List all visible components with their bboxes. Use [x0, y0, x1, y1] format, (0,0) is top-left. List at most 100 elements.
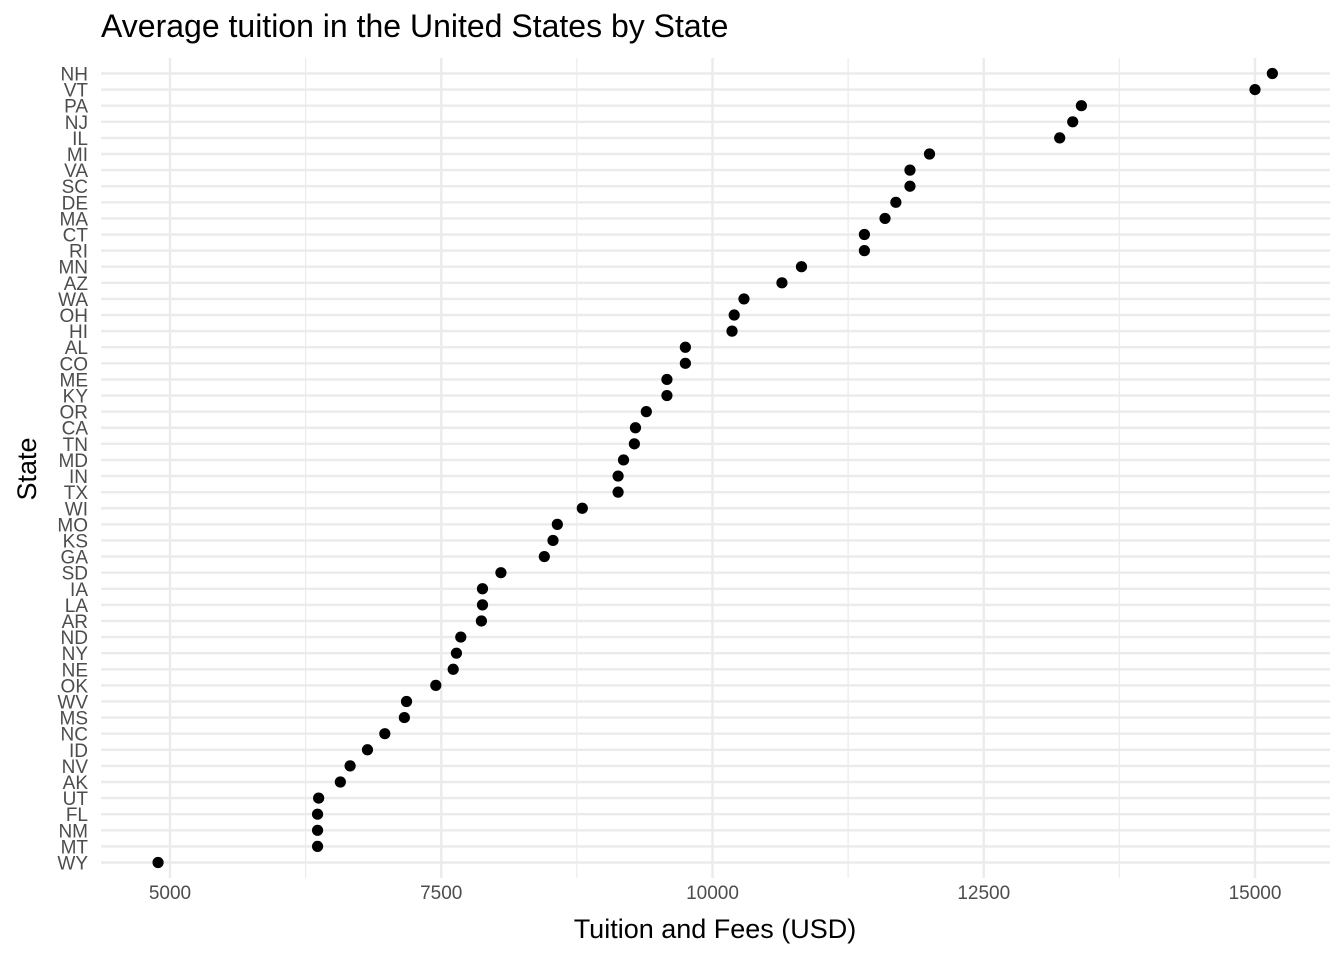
data-point-wv	[400, 695, 413, 708]
y-tick-label: AR	[62, 612, 88, 633]
y-tick-label: NE	[62, 660, 88, 681]
data-point-il	[1054, 132, 1066, 144]
y-tick-label: ME	[60, 370, 89, 391]
y-tick-label: SD	[62, 564, 88, 585]
y-tick-label: PA	[64, 97, 88, 118]
data-point-ct	[858, 228, 871, 241]
y-tick-label: NM	[58, 821, 88, 842]
data-point-mo	[551, 518, 563, 530]
y-tick-label: NC	[61, 725, 88, 746]
data-point-ma	[879, 212, 891, 225]
y-tick-label: TN	[63, 435, 88, 456]
data-point-ca	[629, 422, 642, 434]
y-tick-label: WA	[58, 290, 88, 311]
data-point-ms	[398, 711, 410, 724]
y-tick-label: MO	[57, 515, 88, 536]
y-tick-label: LA	[65, 596, 89, 617]
y-tick-label: OK	[61, 676, 89, 697]
data-point-nm	[311, 824, 324, 836]
x-tick-label: 5000	[149, 883, 191, 904]
y-tick-label: DE	[62, 193, 88, 214]
y-axis-title: State	[12, 437, 42, 500]
y-tick-label: CO	[60, 354, 89, 375]
y-tick-label: AZ	[64, 274, 89, 295]
data-point-nc	[379, 728, 391, 740]
data-point-wy	[152, 856, 164, 869]
y-tick-label: MN	[58, 258, 88, 279]
y-tick-label: WI	[65, 499, 88, 520]
data-point-nv	[344, 760, 356, 772]
data-point-in	[612, 470, 624, 482]
data-point-la	[476, 599, 489, 611]
data-point-ok	[430, 679, 442, 691]
y-tick-label: IN	[69, 467, 88, 488]
y-tick-label: UT	[63, 789, 89, 810]
data-point-mt	[311, 840, 324, 852]
y-tick-label: AL	[65, 338, 88, 359]
y-tick-label: NH	[61, 65, 88, 86]
data-point-ny	[450, 647, 463, 659]
data-point-ar	[475, 615, 487, 627]
y-tick-label: GA	[61, 548, 89, 569]
x-tick-label: 10000	[686, 883, 739, 904]
data-point-pa	[1075, 100, 1087, 112]
y-tick-label: RI	[69, 242, 88, 263]
data-point-ks	[547, 534, 559, 547]
x-axis-title: Tuition and Fees (USD)	[574, 914, 857, 944]
data-point-id	[361, 744, 374, 756]
data-point-ri	[858, 245, 871, 257]
data-point-wa	[738, 293, 750, 305]
data-point-az	[776, 277, 788, 289]
data-point-ne	[447, 663, 459, 675]
data-point-nj	[1067, 116, 1079, 128]
data-point-tx	[612, 486, 624, 498]
y-tick-label: NV	[62, 757, 89, 778]
data-point-ak	[334, 776, 346, 788]
y-tick-label: MA	[60, 209, 89, 230]
data-point-ky	[661, 389, 673, 402]
y-tick-label: FL	[66, 805, 88, 826]
data-point-vt	[1249, 84, 1261, 96]
y-tick-label: TX	[64, 483, 89, 504]
y-tick-label: NY	[62, 644, 89, 665]
data-point-co	[679, 357, 691, 369]
y-tick-label: MS	[60, 709, 89, 730]
data-point-mn	[795, 261, 808, 273]
data-point-ga	[538, 550, 550, 563]
data-point-wi	[576, 502, 588, 514]
data-point-mi	[923, 148, 936, 160]
data-point-nh	[1266, 67, 1278, 80]
x-tick-label: 7500	[420, 883, 462, 904]
data-point-va	[904, 164, 916, 176]
chart-title: Average tuition in the United States by …	[101, 8, 729, 44]
y-tick-label: AK	[63, 773, 89, 794]
y-tick-label: IL	[72, 129, 88, 150]
y-tick-label: NJ	[65, 113, 88, 134]
y-tick-label: HI	[69, 322, 88, 343]
y-tick-label: MT	[61, 837, 89, 858]
y-tick-label: OH	[60, 306, 89, 327]
data-point-sc	[904, 180, 916, 192]
data-point-sd	[495, 567, 507, 579]
y-tick-label: VT	[64, 81, 89, 102]
data-point-oh	[728, 309, 740, 321]
data-point-tn	[628, 438, 640, 450]
data-point-ut	[313, 792, 325, 804]
data-point-hi	[726, 325, 738, 337]
y-tick-label: ID	[69, 741, 88, 762]
data-point-de	[890, 196, 902, 208]
y-tick-label: ND	[61, 628, 88, 649]
data-point-me	[661, 373, 673, 386]
x-tick-label: 12500	[957, 883, 1010, 904]
y-tick-label: OR	[60, 403, 89, 424]
data-point-fl	[311, 808, 324, 820]
y-tick-label: KY	[63, 387, 89, 408]
y-tick-label: MD	[58, 451, 88, 472]
y-tick-label: SC	[62, 177, 88, 198]
y-tick-label: KS	[63, 531, 88, 552]
data-point-md	[617, 454, 630, 466]
y-tick-label: CT	[63, 226, 89, 247]
data-point-nd	[455, 631, 467, 643]
